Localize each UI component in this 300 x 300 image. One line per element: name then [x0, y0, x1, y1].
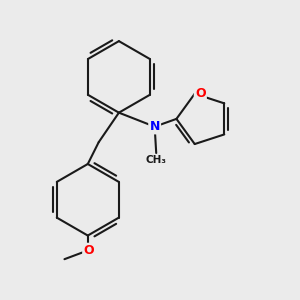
Text: O: O: [195, 87, 206, 100]
Text: N: N: [149, 120, 160, 133]
Text: O: O: [83, 244, 94, 257]
Text: CH₃: CH₃: [146, 155, 167, 165]
